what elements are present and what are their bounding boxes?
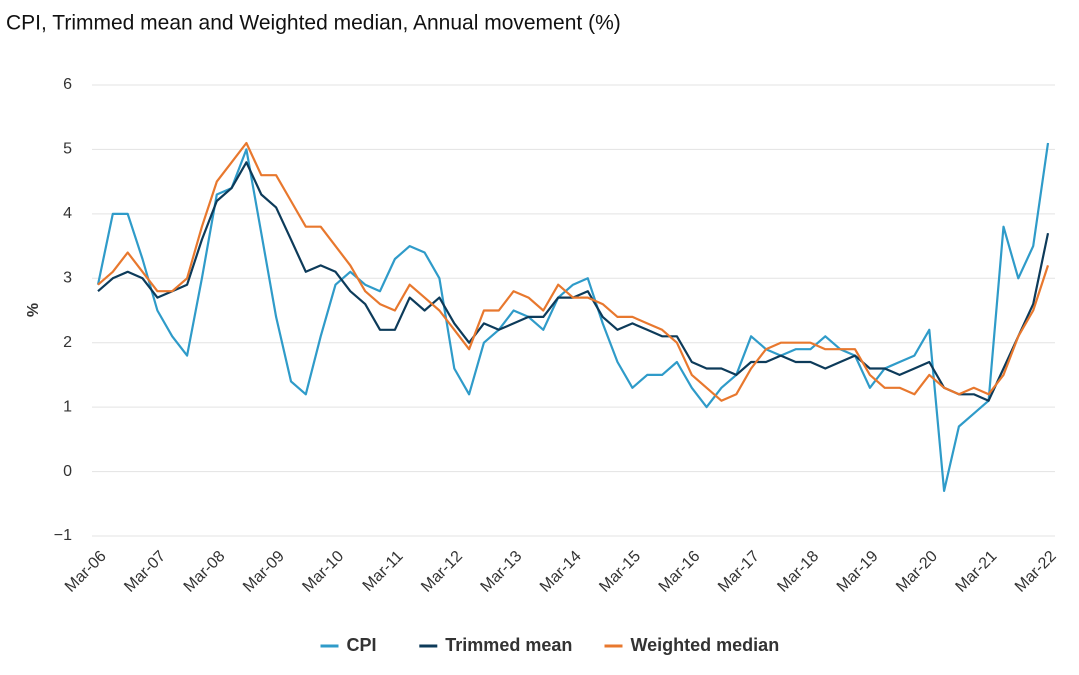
x-tick-label: Mar-11	[360, 548, 407, 595]
x-tick-label: Mar-22	[1012, 548, 1060, 596]
y-tick-label: 6	[63, 76, 72, 93]
series-line	[97, 161, 1050, 402]
x-tick-label: Mar-15	[596, 548, 644, 596]
x-tick-label: Mar-08	[181, 548, 229, 596]
legend-label: CPI	[347, 635, 377, 655]
x-tick-label: Mar-18	[774, 548, 822, 596]
x-tick-label: Mar-14	[537, 548, 585, 596]
x-tick-label: Mar-09	[240, 548, 288, 596]
x-tick-label: Mar-21	[953, 548, 1001, 596]
x-tick-label: Mar-19	[834, 548, 882, 596]
chart-title: CPI, Trimmed mean and Weighted median, A…	[6, 12, 621, 35]
y-tick-label: 4	[63, 205, 72, 222]
x-tick-label: Mar-12	[418, 548, 466, 596]
y-tick-label: 0	[63, 463, 72, 480]
x-tick-label: Mar-17	[715, 548, 763, 596]
y-tick-label: 3	[63, 270, 72, 287]
x-tick-label: Mar-06	[62, 548, 110, 596]
y-tick-label: −1	[54, 527, 72, 544]
y-axis-label: %	[25, 303, 42, 317]
x-tick-label: Mar-13	[478, 548, 526, 596]
y-tick-label: 1	[63, 398, 72, 415]
x-tick-label: Mar-07	[121, 548, 169, 596]
series-line	[96, 142, 1050, 492]
y-tick-label: 5	[63, 141, 72, 158]
y-tick-label: 2	[63, 334, 72, 351]
x-tick-label: Mar-20	[893, 548, 941, 596]
x-tick-label: Mar-16	[656, 548, 704, 596]
legend-label: Weighted median	[631, 635, 780, 655]
legend-label: Trimmed mean	[445, 635, 572, 655]
series-line	[97, 141, 1050, 402]
x-tick-label: Mar-10	[299, 548, 347, 596]
